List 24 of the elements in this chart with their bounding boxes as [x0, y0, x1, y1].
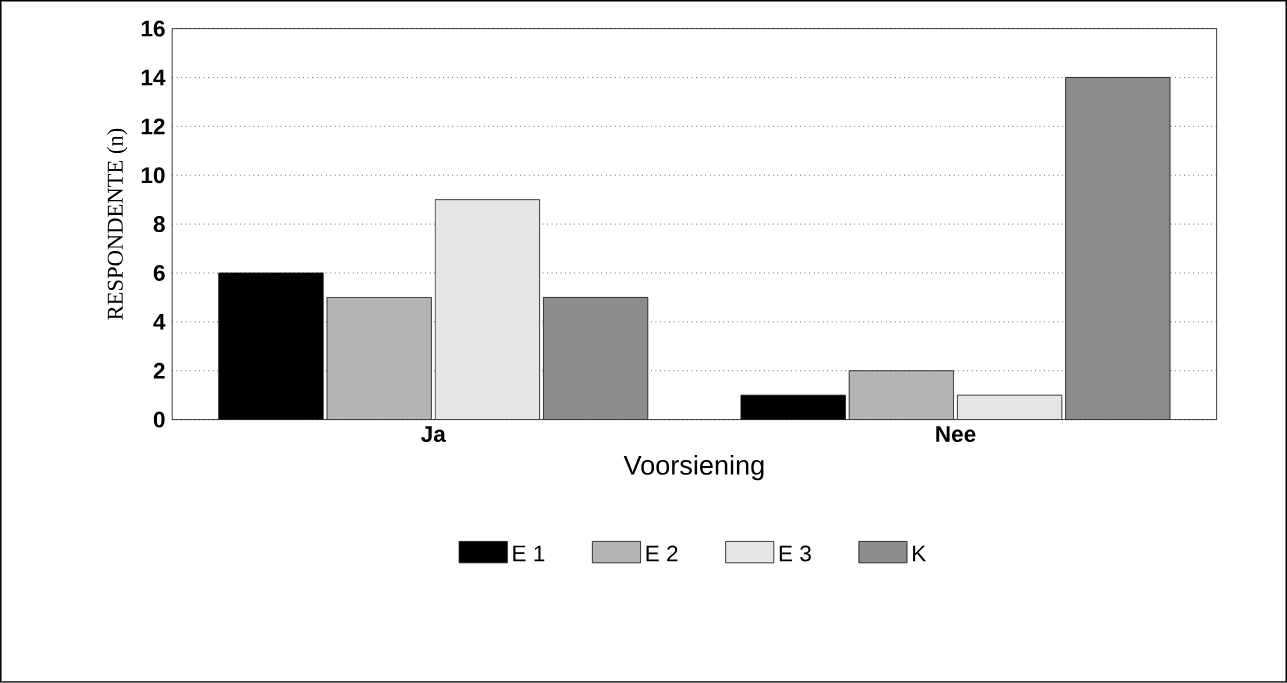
legend-label: E 3: [779, 545, 811, 562]
y-tick-label: 12: [141, 118, 165, 135]
bar: [326, 297, 432, 420]
x-tick-label: Nee: [936, 426, 976, 443]
bar: [542, 297, 649, 420]
legend-label: E 2: [646, 545, 678, 562]
y-tick-label: 10: [141, 167, 165, 184]
y-tick-label: 0: [153, 411, 165, 428]
y-tick-label: 14: [141, 69, 166, 86]
bar: [434, 199, 540, 420]
x-tick-label: Ja: [421, 426, 446, 443]
legend-label: E 1: [513, 545, 545, 562]
y-tick-label: 6: [153, 265, 165, 282]
bar: [957, 394, 1063, 420]
legend-label: K: [913, 545, 927, 562]
y-tick-label: 16: [141, 20, 165, 37]
y-tick-label: 2: [153, 362, 165, 379]
bar: [848, 370, 954, 420]
bar: [1065, 77, 1171, 420]
x-axis-title: Voorsiening: [623, 455, 764, 481]
y-tick-label: 4: [153, 314, 166, 330]
y-axis-title: RESPONDENTE (n): [106, 128, 128, 320]
y-tick-label: 8: [153, 216, 165, 233]
bar: [740, 394, 846, 420]
